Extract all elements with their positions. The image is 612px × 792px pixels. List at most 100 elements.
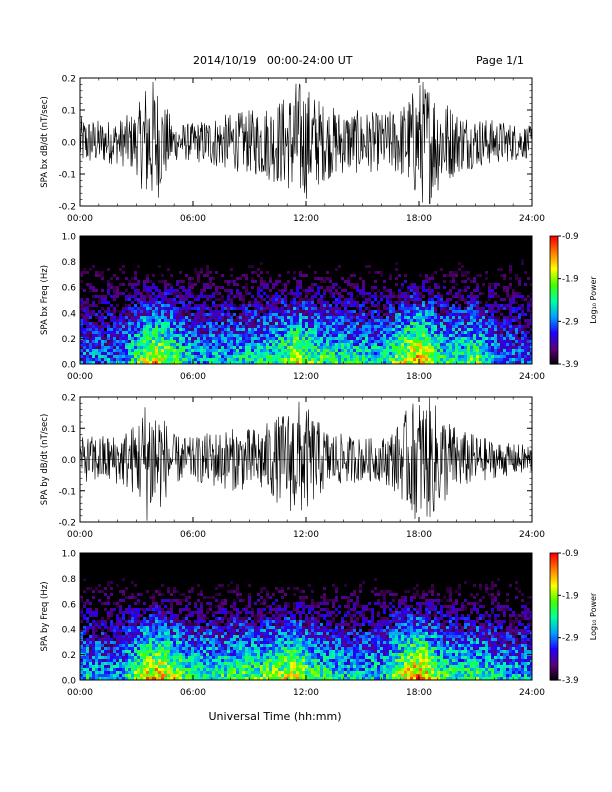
- spectrogram-cell: [245, 316, 248, 319]
- spectrogram-cell: [425, 289, 428, 292]
- colorbar-segment: [550, 257, 558, 261]
- spectrogram-cell: [119, 659, 122, 662]
- spectrogram-cell: [164, 653, 167, 656]
- spectrogram-cell: [302, 352, 305, 355]
- spectrogram-cell: [398, 319, 401, 322]
- spectrogram-cell: [209, 346, 212, 349]
- spectrogram-cell: [410, 328, 413, 331]
- spectrogram-cell: [176, 659, 179, 662]
- spectrogram-cell: [497, 331, 500, 334]
- spectrogram-cell: [122, 674, 125, 677]
- spectrogram-cell: [332, 358, 335, 361]
- spectrogram-cell: [206, 337, 209, 340]
- spectrogram-cell: [161, 325, 164, 328]
- spectrogram-cell: [164, 638, 167, 641]
- spectrogram-cell: [467, 361, 470, 364]
- spectrogram-cell: [113, 641, 116, 644]
- spectrogram-cell: [404, 295, 407, 298]
- spectrogram-cell: [167, 268, 170, 271]
- spectrogram-cell: [368, 352, 371, 355]
- spectrogram-cell: [269, 331, 272, 334]
- spectrogram-cell: [266, 328, 269, 331]
- spectrogram-cell: [173, 301, 176, 304]
- spectrogram-cell: [479, 316, 482, 319]
- spectrogram-cell: [152, 352, 155, 355]
- spectrogram-cell: [287, 319, 290, 322]
- spectrogram-cell: [272, 328, 275, 331]
- spectrogram-cell: [104, 650, 107, 653]
- spectrogram-cell: [422, 328, 425, 331]
- spectrogram-cell: [458, 340, 461, 343]
- spectrogram-cell: [206, 274, 209, 277]
- spectrogram-cell: [92, 653, 95, 656]
- spectrogram-cell: [461, 355, 464, 358]
- spectrogram-cell: [452, 334, 455, 337]
- spectrogram-cell: [326, 334, 329, 337]
- spectrogram-cell: [119, 620, 122, 623]
- spectrogram-cell: [167, 671, 170, 674]
- spectrogram-cell: [260, 331, 263, 334]
- spectrogram-cell: [152, 283, 155, 286]
- spectrogram-cell: [95, 608, 98, 611]
- spectrogram-cell: [293, 322, 296, 325]
- spectrogram-cell: [206, 286, 209, 289]
- spectrogram-cell: [419, 292, 422, 295]
- spectrogram-cell: [86, 310, 89, 313]
- spectrogram-cell: [437, 355, 440, 358]
- spectrogram-cell: [242, 361, 245, 364]
- spectrogram-cell: [278, 319, 281, 322]
- spectrogram-cell: [233, 319, 236, 322]
- spectrogram-cell: [266, 313, 269, 316]
- spectrogram-cell: [269, 337, 272, 340]
- spectrogram-cell: [458, 295, 461, 298]
- spectrogram-cell: [377, 325, 380, 328]
- spectrogram-cell: [464, 328, 467, 331]
- spectrogram-cell: [416, 340, 419, 343]
- spectrogram-cell: [497, 346, 500, 349]
- spectrogram-cell: [212, 319, 215, 322]
- spectrogram-cell: [488, 310, 491, 313]
- spectrogram-cell: [173, 671, 176, 674]
- spectrogram-cell: [227, 310, 230, 313]
- spectrogram-cell: [422, 355, 425, 358]
- spectrogram-cell: [374, 271, 377, 274]
- spectrogram-cell: [167, 283, 170, 286]
- spectrogram-cell: [158, 629, 161, 632]
- spectrogram-cell: [341, 337, 344, 340]
- spectrogram-cell: [299, 283, 302, 286]
- spectrogram-cell: [83, 322, 86, 325]
- spectrogram-cell: [281, 301, 284, 304]
- spectrogram-cell: [431, 292, 434, 295]
- spectrogram-cell: [404, 349, 407, 352]
- spectrogram-cell: [152, 313, 155, 316]
- spectrogram-cell: [515, 295, 518, 298]
- spectrogram-cell: [83, 355, 86, 358]
- spectrogram-cell: [221, 328, 224, 331]
- spectrogram-cell: [173, 313, 176, 316]
- spectrogram-cell: [128, 292, 131, 295]
- spectrogram-cell: [158, 289, 161, 292]
- spectrogram-cell: [482, 307, 485, 310]
- spectrogram-cell: [92, 650, 95, 653]
- spectrogram-cell: [83, 301, 86, 304]
- spectrogram-cell: [308, 292, 311, 295]
- spectrogram-cell: [95, 322, 98, 325]
- spectrogram-cell: [476, 316, 479, 319]
- spectrogram-cell: [407, 340, 410, 343]
- spectrogram-cell: [314, 337, 317, 340]
- colorbar-segment: [550, 357, 558, 361]
- spectrogram-cell: [125, 587, 128, 590]
- spectrogram-cell: [149, 298, 152, 301]
- spectrogram-cell: [386, 334, 389, 337]
- spectrogram-cell: [161, 280, 164, 283]
- spectrogram-cell: [170, 352, 173, 355]
- colorbar-segment: [550, 270, 558, 273]
- spectrogram-cell: [134, 635, 137, 638]
- spectrogram-cell: [476, 307, 479, 310]
- spectrogram-cell: [491, 307, 494, 310]
- spectrogram-cell: [410, 343, 413, 346]
- spectrogram-cell: [269, 349, 272, 352]
- spectrogram-cell: [503, 307, 506, 310]
- spectrogram-cell: [353, 322, 356, 325]
- spectrogram-cell: [242, 352, 245, 355]
